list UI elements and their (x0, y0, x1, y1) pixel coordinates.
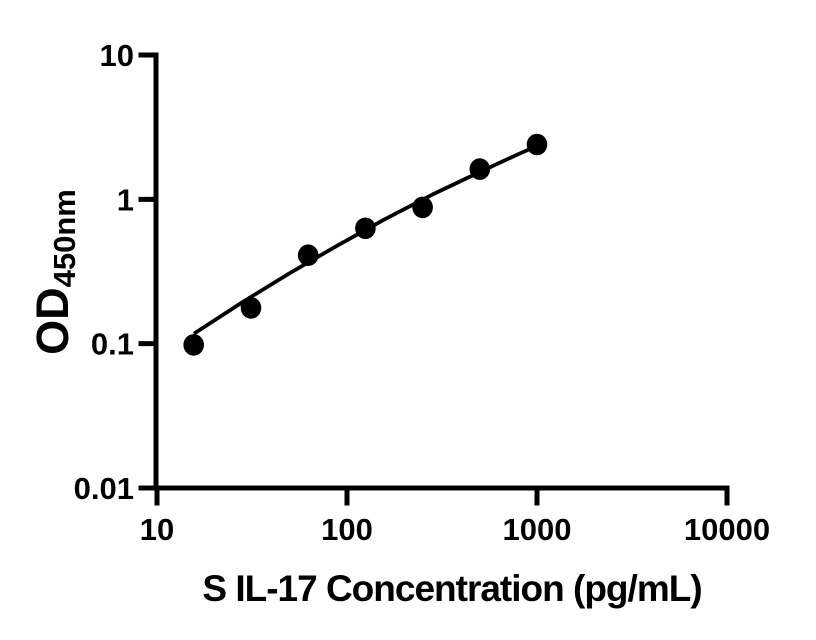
data-point (355, 217, 376, 240)
x-tick-label: 10000 (684, 512, 770, 547)
y-tick-label: 0.01 (74, 471, 134, 506)
y-axis-title-main: OD (27, 287, 78, 355)
x-axis-title: S IL-17 Concentration (pg/mL) (202, 568, 701, 609)
y-axis-title: OD450nm (27, 189, 82, 355)
x-tick-label: 10 (140, 512, 174, 547)
data-point (469, 158, 491, 180)
x-tick-label: 100 (321, 512, 373, 547)
y-tick-label: 10 (100, 38, 134, 73)
data-point (240, 297, 262, 319)
axis-tick-labels: 0.01 0.1 1 10 10 100 1000 10000 (74, 38, 770, 547)
data-point (297, 244, 319, 266)
fit-line-group (193, 142, 544, 335)
x-tick-label: 1000 (503, 512, 572, 547)
data-point-group (183, 133, 548, 356)
fit-line-path (193, 142, 544, 335)
data-point (412, 196, 433, 219)
data-point (183, 334, 204, 356)
y-tick-label: 1 (117, 182, 134, 217)
axes (153, 52, 730, 491)
axis-ticks (138, 52, 730, 506)
y-tick-label: 0.1 (91, 327, 134, 362)
data-point (526, 133, 548, 156)
y-axis-title-sub: 450nm (47, 189, 82, 287)
